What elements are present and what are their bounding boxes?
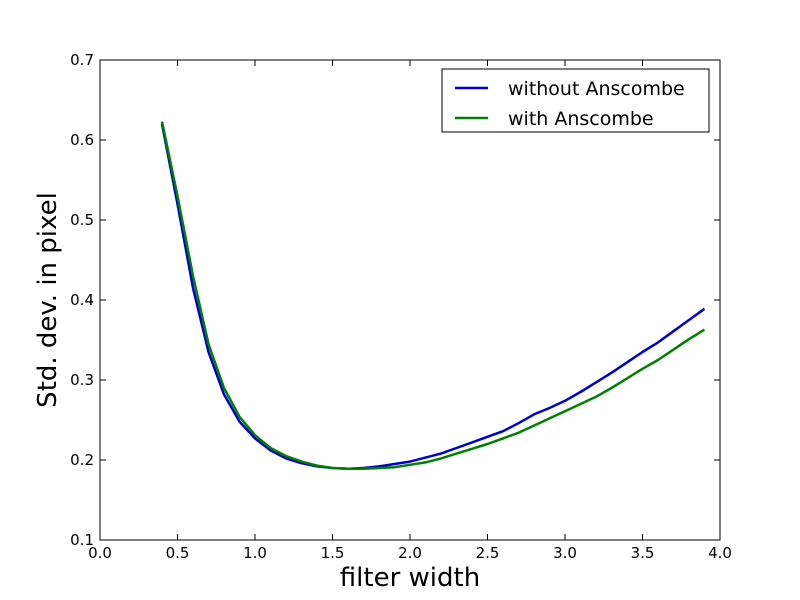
y-axis-label: Std. dev. in pixel: [33, 192, 63, 408]
x-tick-label: 3.5: [631, 544, 655, 562]
legend-box: [441, 68, 710, 133]
legend-label-with-anscombe: with Anscombe: [508, 108, 654, 130]
tick-marks-group: [99, 59, 721, 541]
x-tick-label: 0.5: [166, 544, 190, 562]
x-tick-label: 2.0: [398, 544, 422, 562]
series-line-without-anscombe: [160, 123, 706, 471]
x-axis-label: filter width: [340, 563, 480, 593]
y-tick-label: 0.2: [70, 451, 94, 469]
x-tick-label: 3.0: [553, 544, 577, 562]
y-tick-label: 0.5: [70, 211, 94, 229]
y-tick-labels: 0.1 0.2 0.3 0.4 0.5 0.6 0.7: [70, 51, 94, 549]
plot-series-group: [160, 121, 706, 471]
y-tick-label: 0.6: [70, 131, 94, 149]
x-tick-label: 0.0: [88, 544, 112, 562]
y-tick-label: 0.7: [70, 51, 94, 69]
x-tick-label: 1.0: [243, 544, 267, 562]
x-tick-label: 4.0: [708, 544, 732, 562]
x-tick-label: 1.5: [321, 544, 345, 562]
series-line-with-anscombe: [160, 121, 706, 471]
legend-label-without-anscombe: without Anscombe: [508, 78, 685, 100]
y-tick-label: 0.1: [70, 531, 94, 549]
y-tick-label: 0.4: [70, 291, 94, 309]
legend: without Anscombe with Anscombe: [441, 68, 710, 133]
x-tick-labels: 0.0 0.5 1.0 1.5 2.0 2.5 3.0 3.5 4.0: [88, 544, 732, 562]
x-tick-label: 2.5: [476, 544, 500, 562]
y-tick-label: 0.3: [70, 371, 94, 389]
